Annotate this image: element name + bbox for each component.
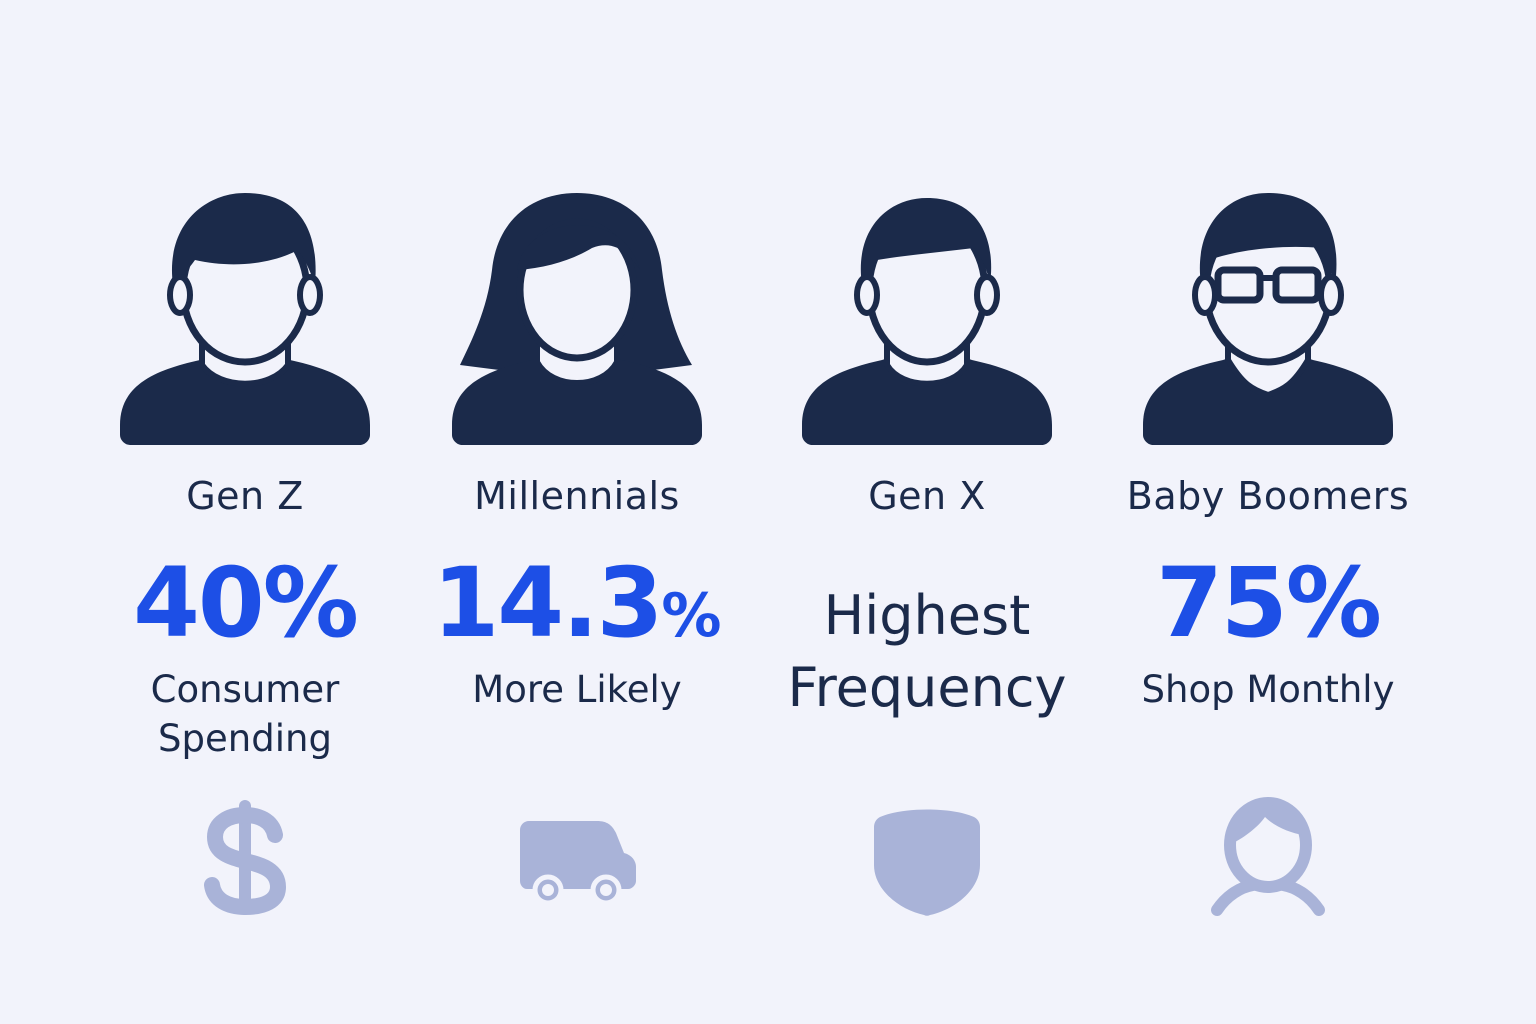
stat-description: Shop Monthly — [1098, 665, 1438, 714]
description-line: Consumer — [150, 668, 340, 711]
millennials-column: Millennials 14.3% More Likely — [407, 0, 747, 1024]
stat-description: More Likely — [407, 665, 747, 714]
stat-value: 75% — [1156, 547, 1382, 659]
stat-value: 40% — [133, 547, 359, 659]
stat-unit: % — [661, 581, 722, 651]
stat-value: 14.3% — [407, 548, 747, 671]
description-line: Shop Monthly — [1141, 668, 1395, 711]
gen-x-column: Gen X Highest Frequency — [757, 0, 1097, 1024]
generation-label: Gen Z — [186, 474, 304, 518]
generation-label: Gen X — [868, 474, 986, 518]
stat-number: 14.3 — [432, 547, 664, 659]
baby-boomers-avatar-icon — [1143, 190, 1393, 445]
stat-description: Consumer Spending — [75, 665, 415, 763]
description-line: Highest — [823, 584, 1031, 647]
baby-boomers-column: Baby Boomers 75% Shop Monthly — [1098, 0, 1438, 1024]
generation-label: Baby Boomers — [1126, 474, 1410, 518]
stat-description: Highest Frequency — [757, 580, 1097, 724]
shield-icon — [862, 795, 992, 920]
description-line: More Likely — [472, 668, 682, 711]
generation-label: Millennials — [474, 474, 680, 518]
dollar-sign-icon — [180, 795, 310, 920]
user-outline-icon — [1203, 795, 1333, 920]
gen-x-avatar-icon — [802, 190, 1052, 445]
millennials-avatar-icon — [452, 190, 702, 445]
gen-z-column: Gen Z 40% Consumer Spending — [75, 0, 415, 1024]
description-line: Frequency — [787, 656, 1067, 719]
delivery-truck-icon — [512, 795, 642, 920]
gen-z-avatar-icon — [120, 190, 370, 445]
description-line: Spending — [158, 717, 332, 760]
